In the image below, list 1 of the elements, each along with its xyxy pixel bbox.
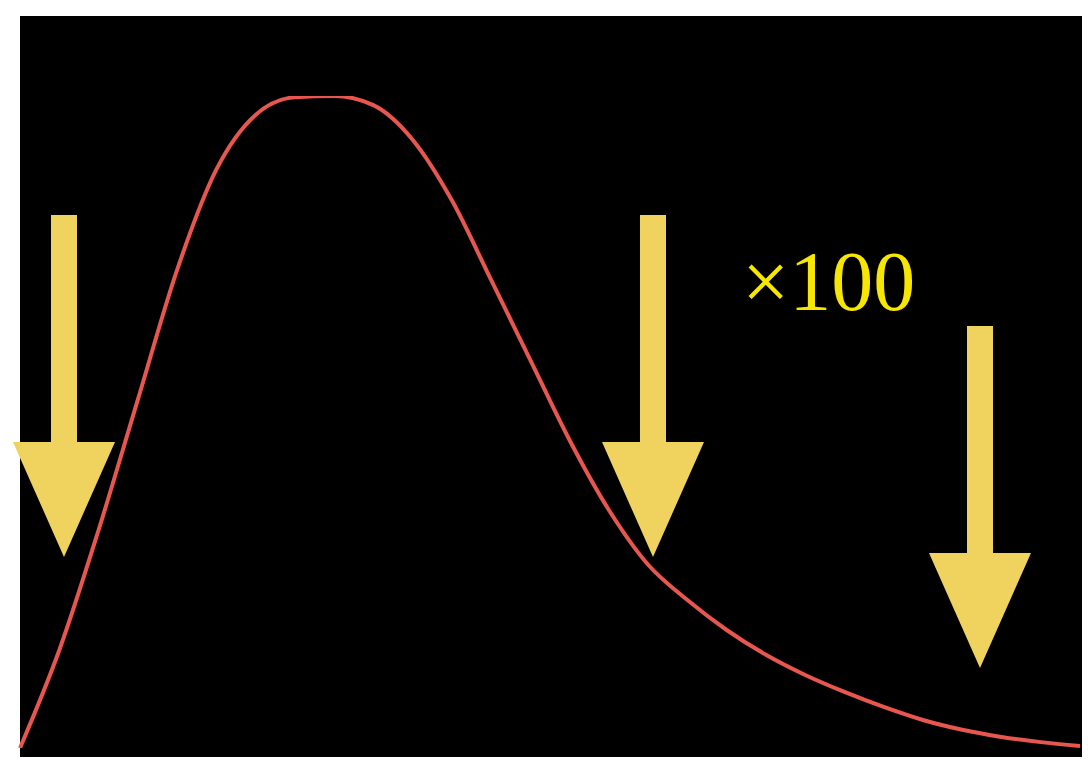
annotation: ×100: [742, 235, 916, 328]
